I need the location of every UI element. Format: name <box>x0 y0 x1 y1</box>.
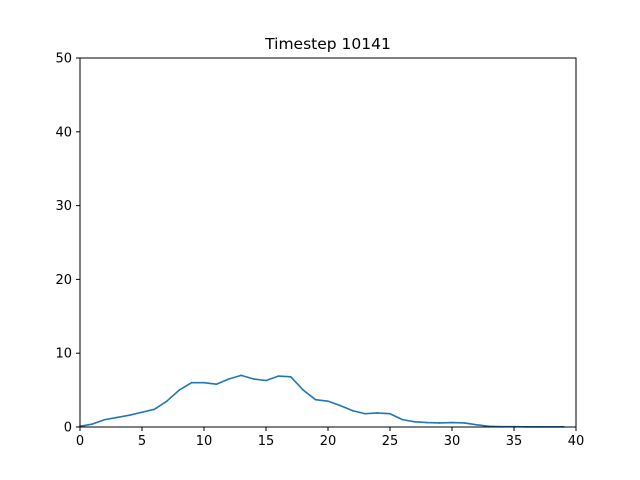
y-tick-label: 40 <box>55 125 72 140</box>
data-point <box>426 421 429 424</box>
y-tick-label: 20 <box>55 273 72 288</box>
x-tick-label: 0 <box>76 434 84 449</box>
data-point <box>364 412 367 415</box>
data-point <box>414 421 416 423</box>
y-tick-label: 10 <box>55 347 72 362</box>
data-point <box>166 400 168 402</box>
data-point <box>401 418 404 421</box>
x-axis-ticks: 0 5 10 15 20 25 30 35 40 <box>76 427 584 449</box>
data-point <box>141 411 143 414</box>
x-tick-label: 5 <box>138 434 146 449</box>
data-point <box>476 423 478 426</box>
data-point <box>302 389 305 391</box>
data-point <box>463 422 466 424</box>
y-tick-label: 0 <box>64 421 72 436</box>
data-point <box>265 379 267 382</box>
data-point <box>451 421 453 424</box>
data-point <box>339 404 342 407</box>
x-tick-label: 30 <box>444 434 461 449</box>
series-line <box>79 374 565 428</box>
data-point <box>389 412 391 415</box>
data-point <box>290 376 292 378</box>
x-tick-label: 40 <box>568 434 585 449</box>
data-point <box>116 416 118 419</box>
plot-frame <box>79 57 577 428</box>
y-axis-ticks: 0 10 20 30 40 50 <box>55 52 80 436</box>
data-point <box>252 378 255 380</box>
data-point <box>190 381 193 384</box>
y-tick-label: 30 <box>55 199 72 214</box>
data-point <box>352 409 354 412</box>
chart-title: Timestep 10141 <box>264 35 391 53</box>
data-point <box>153 408 156 411</box>
x-tick-label: 35 <box>506 434 523 449</box>
data-point <box>128 414 131 416</box>
data-point <box>104 418 106 421</box>
data-point <box>240 374 242 377</box>
data-point <box>438 422 441 424</box>
data-point <box>203 381 205 384</box>
x-tick-label: 10 <box>196 434 213 449</box>
data-point <box>91 423 94 425</box>
data-point <box>228 378 230 380</box>
data-point <box>376 412 379 414</box>
data-point <box>215 383 218 385</box>
x-tick-label: 15 <box>258 434 275 449</box>
data-point <box>178 389 180 391</box>
data-point <box>327 400 329 402</box>
data-point <box>277 375 280 377</box>
x-tick-label: 25 <box>382 434 399 449</box>
y-tick-label: 50 <box>55 52 72 67</box>
data-point <box>314 398 317 401</box>
x-tick-label: 20 <box>320 434 337 449</box>
